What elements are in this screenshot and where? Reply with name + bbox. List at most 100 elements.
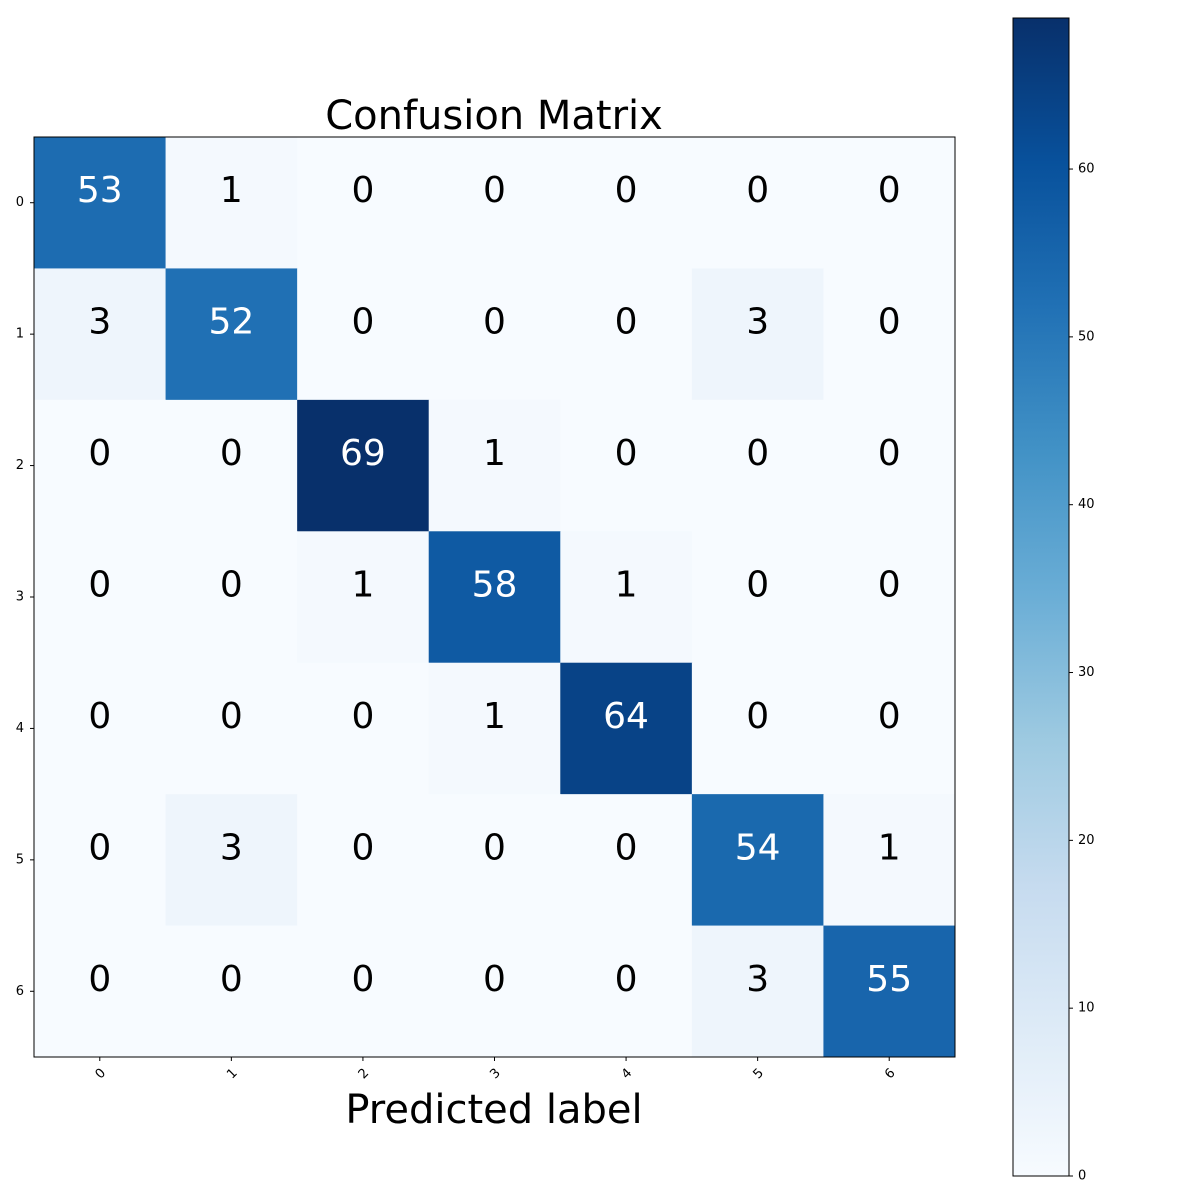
heatmap-cell — [691, 137, 824, 269]
cell-value-label: 0 — [220, 433, 243, 474]
heatmap-cell — [560, 399, 693, 532]
x-tick-label: 2 — [356, 1066, 372, 1082]
cell-value-label: 0 — [88, 433, 111, 474]
heatmap-cell — [34, 925, 167, 1058]
cell-value-label: 3 — [746, 959, 769, 1000]
cell-value-label: 0 — [878, 170, 901, 211]
cell-value-label: 1 — [615, 565, 638, 606]
chart-title: Confusion Matrix — [325, 93, 663, 139]
heatmap-cell — [297, 662, 430, 795]
cell-value-label: 52 — [208, 302, 254, 343]
cell-value-label: 1 — [483, 433, 506, 474]
cell-value-label: 0 — [615, 959, 638, 1000]
heatmap-cell — [823, 925, 956, 1058]
cell-value-label: 0 — [483, 302, 506, 343]
cell-value-label: 0 — [351, 959, 374, 1000]
cell-value-label: 53 — [77, 170, 123, 211]
cell-value-label: 1 — [878, 827, 901, 868]
heatmap-cell — [297, 268, 430, 401]
cell-value-label: 0 — [483, 827, 506, 868]
cell-value-label: 0 — [351, 696, 374, 737]
heatmap-cell — [34, 662, 167, 795]
cell-value-label: 0 — [351, 827, 374, 868]
heatmap-cell — [34, 531, 167, 664]
cell-value-label: 1 — [351, 565, 374, 606]
colorbar-tick-label: 50 — [1078, 329, 1095, 344]
cell-value-label: 0 — [220, 696, 243, 737]
heatmap-cell — [165, 925, 298, 1058]
heatmap-cell — [297, 399, 430, 532]
cell-value-label: 0 — [88, 565, 111, 606]
cell-value-label: 0 — [351, 170, 374, 211]
heatmap-cell — [428, 137, 561, 269]
cell-value-label: 0 — [878, 302, 901, 343]
cell-value-label: 0 — [615, 827, 638, 868]
heatmap-cell — [297, 794, 430, 927]
cell-value-label: 0 — [746, 565, 769, 606]
cell-value-label: 0 — [88, 696, 111, 737]
cell-value-label: 0 — [220, 959, 243, 1000]
cell-value-label: 54 — [735, 827, 781, 868]
colorbar-tick-label: 20 — [1078, 833, 1095, 848]
cell-value-label: 64 — [603, 696, 649, 737]
heatmap-cell — [823, 268, 956, 401]
heatmap-cell — [297, 925, 430, 1058]
y-tick-label: 4 — [16, 721, 24, 736]
heatmap-cell — [560, 925, 693, 1058]
heatmap-cell — [691, 531, 824, 664]
heatmap-cell — [691, 925, 824, 1058]
colorbar-tick-label: 30 — [1078, 665, 1095, 680]
heatmap-cell — [34, 794, 167, 927]
heatmap-cell — [823, 794, 956, 927]
heatmap-cell — [165, 794, 298, 927]
y-tick-label: 1 — [16, 327, 24, 342]
heatmap-cell — [823, 137, 956, 269]
cell-value-label: 0 — [615, 433, 638, 474]
heatmap-cell — [165, 399, 298, 532]
heatmap-cell — [691, 268, 824, 401]
heatmap-cell — [165, 137, 298, 269]
cell-value-label: 0 — [88, 827, 111, 868]
cell-value-label: 0 — [878, 433, 901, 474]
heatmap-cell — [165, 268, 298, 401]
heatmap-cell — [428, 662, 561, 795]
heatmap-cell — [560, 531, 693, 664]
cell-value-label: 3 — [746, 302, 769, 343]
heatmap-cell — [560, 662, 693, 795]
y-tick-label: 6 — [16, 984, 24, 999]
cell-value-label: 0 — [615, 170, 638, 211]
cell-value-label: 3 — [88, 302, 111, 343]
heatmap-cell — [428, 925, 561, 1058]
cell-value-label: 1 — [220, 170, 243, 211]
y-axis-ticks: 0 1 2 3 4 5 6 — [16, 195, 34, 999]
cell-value-label: 0 — [746, 433, 769, 474]
x-axis-label: Predicted label — [345, 1087, 642, 1133]
colorbar-tick-label: 60 — [1078, 162, 1095, 177]
cell-value-label: 3 — [220, 827, 243, 868]
heatmap-cell — [34, 137, 167, 269]
heatmap-cell — [297, 137, 430, 269]
heatmap-cells: 53 1 0 0 0 0 0 3 52 0 0 0 3 0 0 0 69 1 0 0 0 0 0 1 58 1 0 0 0 0 0 1 64 0 0… — [34, 137, 956, 1058]
heatmap-cell — [823, 662, 956, 795]
heatmap-cell — [428, 268, 561, 401]
cell-value-label: 0 — [220, 565, 243, 606]
x-tick-label: 5 — [750, 1066, 766, 1082]
cell-value-label: 0 — [615, 302, 638, 343]
cell-value-label: 0 — [746, 696, 769, 737]
heatmap-cell — [34, 268, 167, 401]
y-tick-label: 2 — [16, 458, 24, 473]
colorbar-tick-label: 10 — [1078, 1001, 1095, 1016]
heatmap-cell — [165, 531, 298, 664]
cell-value-label: 69 — [340, 433, 386, 474]
cell-value-label: 55 — [866, 959, 912, 1000]
cell-value-label: 58 — [472, 565, 518, 606]
x-tick-label: 0 — [93, 1066, 109, 1082]
heatmap-cell — [560, 794, 693, 927]
y-tick-label: 0 — [16, 195, 24, 210]
heatmap-cell — [428, 794, 561, 927]
colorbar-tick-label: 40 — [1078, 497, 1095, 512]
x-tick-label: 1 — [224, 1066, 240, 1082]
cell-value-label: 0 — [88, 959, 111, 1000]
heatmap-cell — [823, 399, 956, 532]
